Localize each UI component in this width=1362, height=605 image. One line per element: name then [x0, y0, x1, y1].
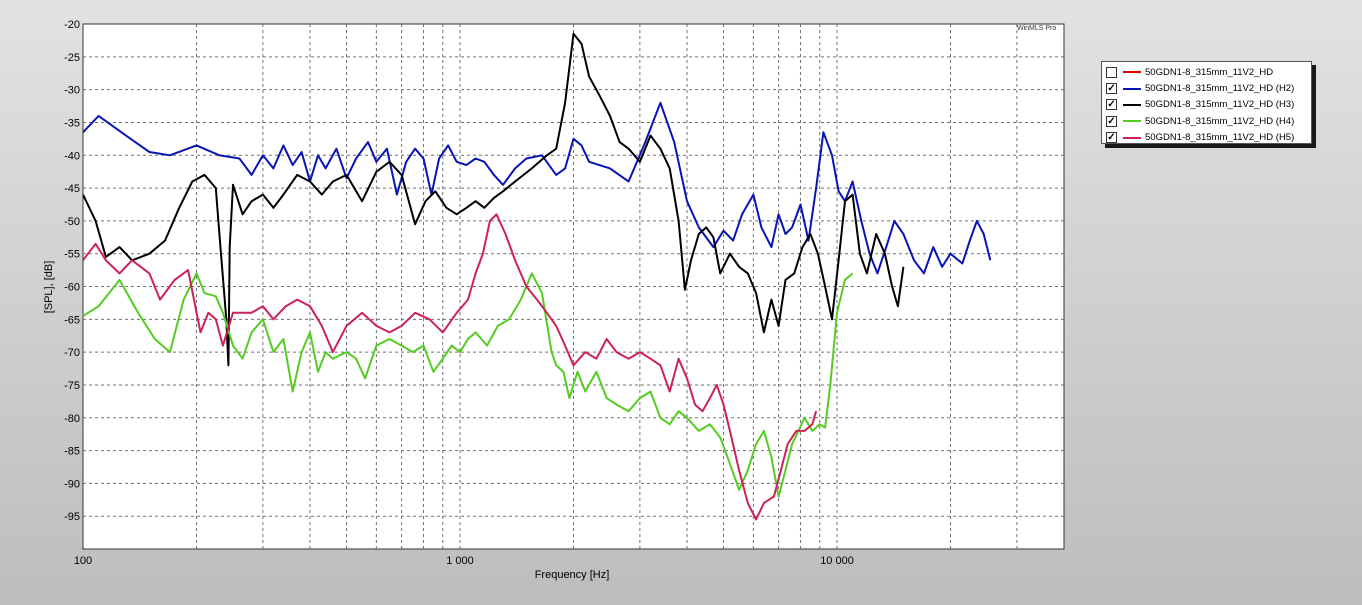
x-tick-label: 1 000: [446, 555, 474, 567]
legend-label: 50GDN1-8_315mm_11V2_HD (H2): [1145, 83, 1295, 95]
legend-swatch: [1123, 71, 1141, 74]
legend-checkbox[interactable]: ✓: [1106, 99, 1117, 111]
grid: [83, 24, 1064, 549]
y-tick-label: -65: [64, 314, 80, 326]
legend-entry: ✓ 50GDN1-8_315mm_11V2_HD (H4): [1102, 113, 1311, 129]
legend-label: 50GDN1-8_315mm_11V2_HD (H3): [1145, 99, 1295, 111]
series-line-h3: [83, 32, 905, 367]
y-tick-label: -95: [64, 511, 80, 523]
series-line-h5: [83, 213, 818, 521]
legend-swatch: [1123, 136, 1141, 139]
watermark: WinMLS Pro: [1017, 25, 1057, 32]
series-line-h4: [83, 272, 854, 498]
y-tick-label: -25: [64, 52, 80, 64]
y-tick-label: -80: [64, 413, 80, 425]
legend-entry: ✓ 50GDN1-8_315mm_11V2_HD (H2): [1102, 80, 1311, 96]
x-tick-label: 10 000: [820, 555, 854, 567]
legend-checkbox[interactable]: ✓: [1106, 115, 1117, 127]
y-tick-label: -70: [64, 347, 80, 359]
x-axis-label: Frequency [Hz]: [535, 569, 610, 581]
y-axis-ticks: -20 -25 -30 -35 -40 -45 -50 -55 -60 -65 -70 -75 -80 -…: [64, 19, 80, 523]
legend: 50GDN1-8_315mm_11V2_HD ✓ 50GDN1-8_315mm_11…: [1101, 61, 1312, 144]
y-tick-label: -90: [64, 478, 80, 490]
legend-checkbox[interactable]: ✓: [1106, 132, 1117, 144]
legend-swatch: [1123, 103, 1141, 106]
y-axis-label: [SPL], [dB]: [43, 261, 55, 314]
y-tick-label: -75: [64, 380, 80, 392]
y-tick-label: -35: [64, 117, 80, 129]
x-tick-label: 100: [74, 555, 92, 567]
legend-entry: ✓ 50GDN1-8_315mm_11V2_HD (H5): [1102, 130, 1311, 146]
y-tick-label: -85: [64, 446, 80, 458]
series-layer: [83, 32, 992, 521]
x-axis-ticks: 100 1 000 10 000: [74, 555, 854, 567]
legend-swatch: [1123, 120, 1141, 123]
legend-label: 50GDN1-8_315mm_11V2_HD: [1145, 66, 1274, 78]
legend-label: 50GDN1-8_315mm_11V2_HD (H4): [1145, 115, 1295, 127]
y-tick-label: -55: [64, 249, 80, 261]
y-tick-label: -30: [64, 85, 80, 97]
legend-label: 50GDN1-8_315mm_11V2_HD (H5): [1145, 132, 1295, 144]
legend-checkbox[interactable]: ✓: [1106, 83, 1117, 95]
y-tick-label: -45: [64, 183, 80, 195]
y-tick-label: -20: [64, 19, 80, 31]
y-tick-label: -60: [64, 282, 80, 294]
y-tick-label: -40: [64, 150, 80, 162]
legend-entry: 50GDN1-8_315mm_11V2_HD: [1102, 64, 1311, 80]
legend-checkbox[interactable]: [1106, 66, 1117, 78]
y-tick-label: -50: [64, 216, 80, 228]
legend-swatch: [1123, 87, 1141, 90]
legend-entry: ✓ 50GDN1-8_315mm_11V2_HD (H3): [1102, 97, 1311, 113]
